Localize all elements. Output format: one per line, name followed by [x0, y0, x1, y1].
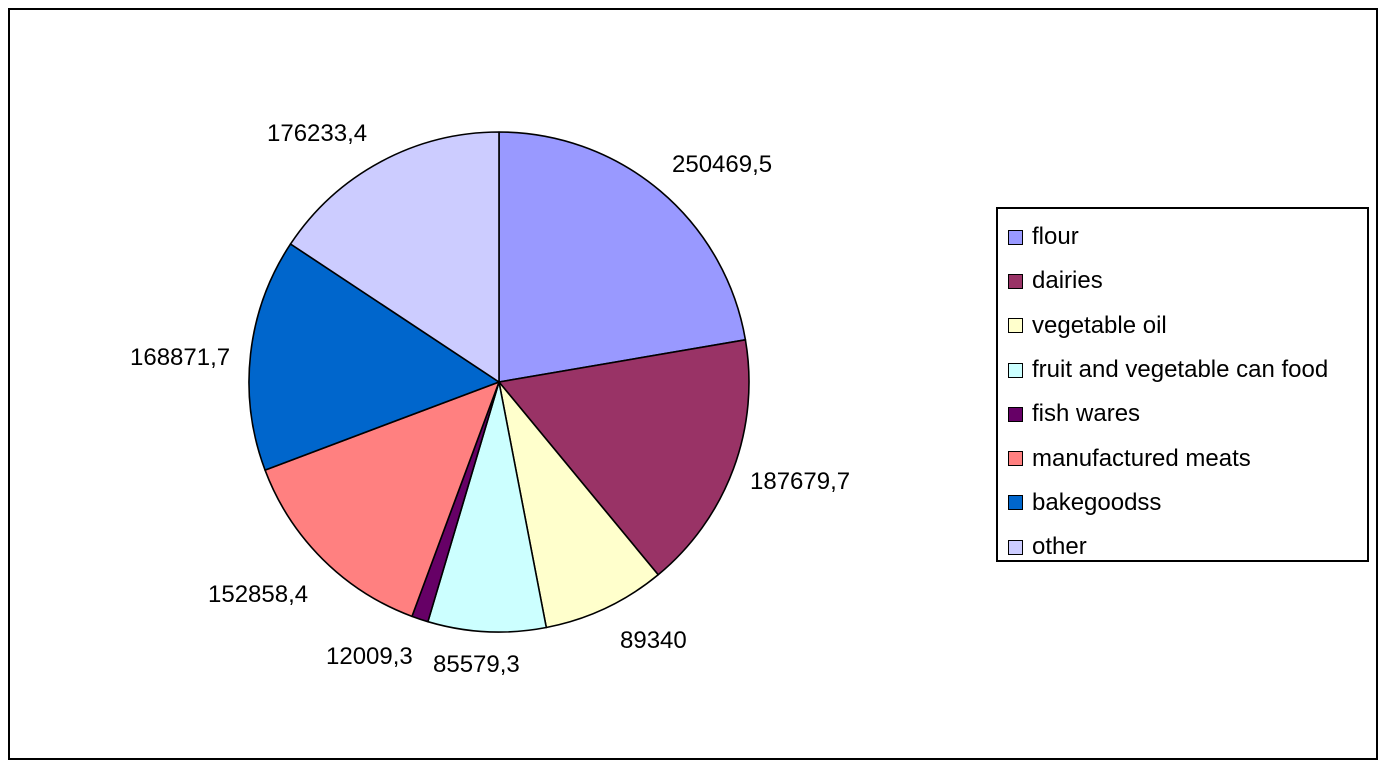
- legend-item-dairies: dairies: [998, 259, 1367, 303]
- data-label-other: 176233,4: [267, 120, 367, 147]
- legend-swatch-bakegoodss: [1008, 495, 1023, 511]
- legend-label-fruit-and-vegetable-can-food: fruit and vegetable can food: [1032, 356, 1329, 384]
- data-label-vegetable-oil: 89340: [620, 627, 687, 654]
- legend-label-other: other: [1032, 533, 1087, 561]
- pie-slice-manufactured-meats: [264, 381, 500, 618]
- legend-item-manufactured-meats: manufactured meats: [998, 436, 1367, 480]
- data-label-fish-wares: 12009,3: [326, 643, 413, 670]
- legend-label-vegetable-oil: vegetable oil: [1032, 311, 1167, 339]
- data-label-bakegoodss: 168871,7: [130, 344, 230, 371]
- legend-item-flour: flour: [998, 215, 1367, 259]
- legend-item-other: other: [998, 525, 1367, 569]
- legend: flour dairies vegetable oil fruit and ve…: [996, 207, 1369, 562]
- pie-slice-flour: [498, 131, 747, 383]
- pie-slice-bakegoodss: [248, 243, 500, 471]
- data-label-dairies: 187679,7: [750, 468, 850, 495]
- legend-swatch-flour: [1008, 229, 1023, 245]
- legend-item-fish-wares: fish wares: [998, 392, 1367, 436]
- legend-item-fruit-and-vegetable-can-food: fruit and vegetable can food: [998, 348, 1367, 392]
- pie-slice-fruit-and-vegetable-can-food: [427, 381, 548, 633]
- legend-swatch-other: [1008, 539, 1023, 555]
- legend-item-bakegoodss: bakegoodss: [998, 481, 1367, 525]
- legend-label-flour: flour: [1032, 223, 1079, 251]
- legend-swatch-fish-wares: [1008, 406, 1023, 422]
- data-label-flour: 250469,5: [672, 151, 772, 178]
- legend-swatch-manufactured-meats: [1008, 451, 1023, 467]
- pie-slice-vegetable-oil: [498, 381, 659, 629]
- legend-swatch-dairies: [1008, 273, 1023, 289]
- legend-item-vegetable-oil: vegetable oil: [998, 304, 1367, 348]
- legend-label-fish-wares: fish wares: [1032, 400, 1141, 428]
- legend-label-dairies: dairies: [1032, 267, 1103, 295]
- pie-slice-other: [289, 131, 500, 383]
- data-label-manufactured-meats: 152858,4: [208, 581, 308, 608]
- data-label-fruit-and-vegetable-can-food: 85579,3: [433, 651, 520, 678]
- pie-slice-dairies: [498, 339, 750, 576]
- legend-swatch-fruit-and-vegetable-can-food: [1008, 362, 1023, 378]
- legend-label-manufactured-meats: manufactured meats: [1032, 444, 1251, 472]
- legend-label-bakegoodss: bakegoodss: [1032, 488, 1162, 516]
- legend-swatch-vegetable-oil: [1008, 318, 1023, 334]
